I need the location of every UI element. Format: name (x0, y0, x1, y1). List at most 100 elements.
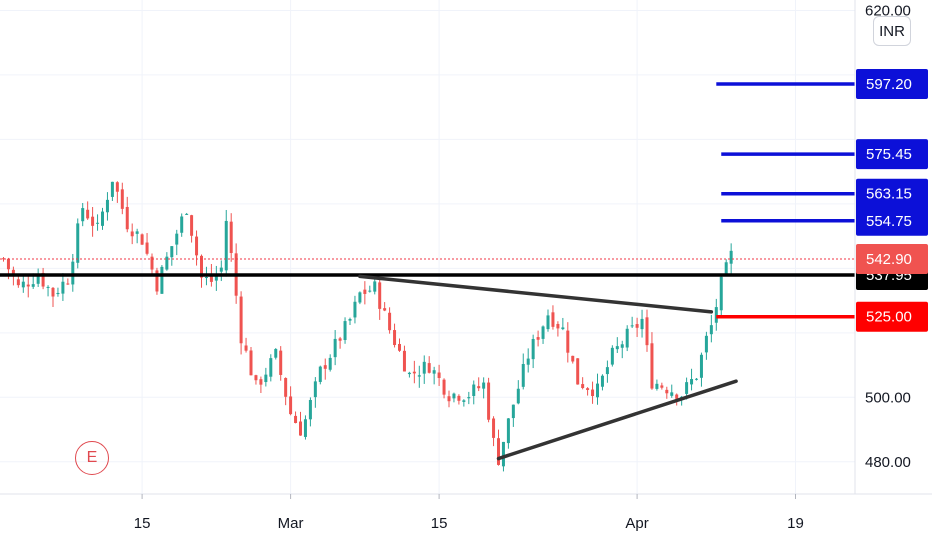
trendlines[interactable] (358, 274, 738, 461)
candle-body (600, 375, 604, 387)
candle (318, 365, 322, 385)
candle-body (51, 287, 55, 297)
candle-body (690, 379, 694, 385)
candle (699, 352, 703, 387)
candle-body (16, 279, 20, 286)
price-tag-bg (856, 301, 928, 332)
candle-body (36, 276, 40, 284)
candle (244, 337, 248, 353)
candle-body (110, 181, 114, 197)
candle-body (274, 349, 278, 358)
candle-body (71, 261, 75, 285)
candle (482, 377, 486, 399)
candle (600, 374, 604, 391)
candle-body (393, 330, 397, 346)
candle-body (704, 335, 708, 353)
candle (695, 378, 698, 381)
candle-body (670, 392, 674, 396)
candle (556, 321, 560, 337)
candle-body (2, 258, 5, 260)
candle-body (145, 242, 149, 254)
candle (640, 309, 644, 338)
candle (279, 346, 283, 381)
candle (165, 252, 169, 271)
candle-body (160, 266, 164, 294)
candle (363, 281, 367, 305)
candle (388, 307, 392, 334)
candle-body (427, 363, 431, 373)
candle-body (640, 318, 644, 330)
price-tick-label: 620.00 (865, 2, 911, 19)
candle (457, 394, 461, 405)
candle-body (412, 371, 416, 374)
candle-body (506, 418, 510, 444)
candle-body (348, 319, 352, 321)
candle (660, 382, 664, 390)
price-tag-bg (856, 178, 928, 209)
currency-badge[interactable]: INR (873, 16, 911, 46)
candle (2, 256, 5, 262)
candle-body (581, 384, 585, 388)
candle (353, 295, 357, 324)
candle-body (605, 367, 609, 375)
price-tag-label: 575.45 (866, 146, 912, 163)
horizontal-levels[interactable] (0, 82, 855, 319)
candle-body (264, 374, 268, 383)
candle (462, 399, 466, 407)
candle (140, 233, 144, 245)
candle-body (407, 372, 411, 375)
candle-body (338, 338, 342, 341)
candle-body (675, 394, 679, 399)
candle (185, 212, 189, 215)
price-tag-bg (856, 139, 928, 170)
candle (511, 404, 515, 427)
candle (704, 331, 708, 360)
candle-body (378, 282, 382, 309)
price-axis[interactable]: 620.00 500.00 480.00 (865, 2, 911, 470)
candle (105, 192, 109, 221)
candle (650, 332, 654, 390)
candle (160, 265, 164, 294)
candle (541, 325, 545, 344)
trendline (496, 379, 738, 461)
time-axis[interactable]: 15 Mar 15 Apr 19 (134, 494, 804, 532)
price-tags: 597.20575.45563.15554.75537.95525.00542.… (856, 68, 928, 332)
candle-body (200, 255, 203, 278)
candle-body (724, 262, 728, 274)
candle-body (279, 350, 283, 375)
price-tag: 525.00 (856, 301, 928, 332)
candle-body (576, 358, 580, 385)
candle-body (61, 281, 65, 294)
candle-body (120, 189, 124, 209)
earnings-event-marker[interactable]: E (75, 441, 109, 475)
candle (308, 397, 312, 427)
candle-body (101, 211, 104, 226)
candle-body (185, 213, 189, 215)
candle (66, 278, 70, 285)
candle-body (615, 346, 619, 350)
candle-body (596, 383, 599, 398)
price-tag-label: 563.15 (866, 186, 912, 203)
candle (303, 415, 307, 440)
candle-body (398, 343, 401, 351)
candle (130, 223, 134, 245)
candle-body (660, 385, 664, 388)
candle (729, 243, 733, 275)
price-tag: 542.90 (856, 243, 928, 274)
candle (41, 267, 45, 290)
candle (665, 386, 669, 399)
candle-body (457, 395, 461, 401)
price-tag: 575.45 (856, 139, 928, 170)
candle (71, 253, 75, 292)
candle-body (422, 361, 426, 374)
candle-body (447, 396, 451, 402)
time-tick-label: 15 (431, 515, 448, 532)
time-tick-label: Mar (278, 515, 304, 532)
candle-body (318, 366, 322, 382)
candle-body (531, 338, 535, 360)
candle-body (308, 399, 312, 420)
candle (427, 356, 431, 374)
candle (284, 377, 288, 406)
candle (566, 322, 570, 363)
